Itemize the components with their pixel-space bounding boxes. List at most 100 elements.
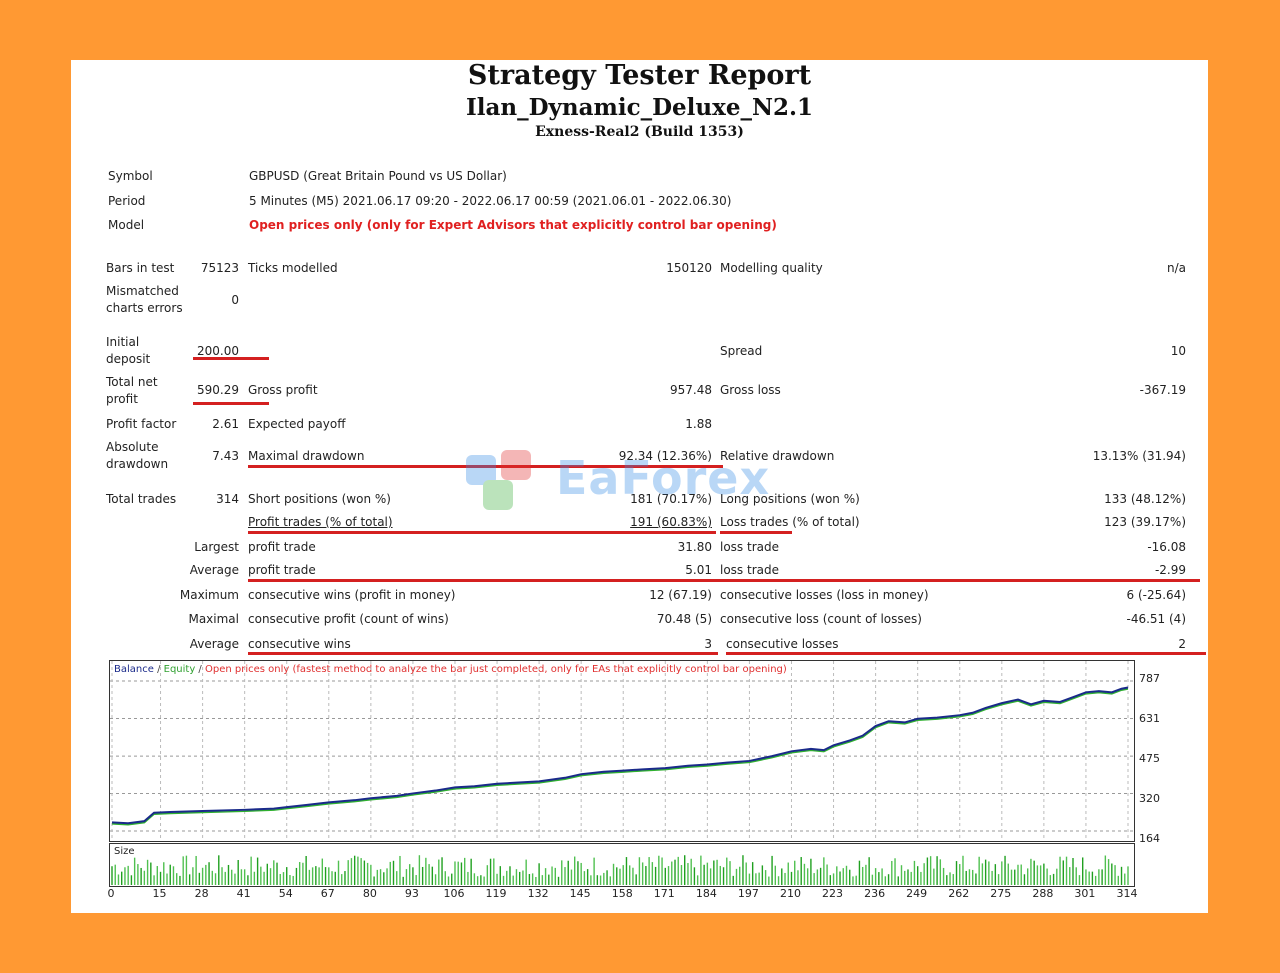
mismatch-label-1: Mismatched <box>106 284 179 298</box>
long-label: Long positions (won %) <box>720 492 860 506</box>
avg-wins-underline <box>248 652 718 655</box>
absdd-label-1: Absolute <box>106 440 159 454</box>
x-tick-label: 223 <box>822 887 844 900</box>
avg-wins-label: consecutive wins <box>248 637 351 651</box>
loss-trades-value: 123 (39.17%) <box>1104 515 1186 529</box>
quality-label: Modelling quality <box>720 261 823 275</box>
x-tick-label: 210 <box>779 887 801 900</box>
spread-value: 10 <box>1170 344 1186 358</box>
chart-plot <box>110 661 1134 841</box>
x-tick-label: 249 <box>906 887 928 900</box>
x-tick-label: 119 <box>485 887 507 900</box>
avg-loss-value: -2.99 <box>1154 563 1186 577</box>
grossloss-value: -367.19 <box>1139 383 1186 397</box>
netprofit-label-2: profit <box>106 392 138 406</box>
reldd-label: Relative drawdown <box>720 449 835 463</box>
x-tick-label: 262 <box>948 887 970 900</box>
legend-note: Open prices only (fastest method to anal… <box>204 664 787 675</box>
absdd-value: 7.43 <box>212 449 239 463</box>
netprofit-label-1: Total net <box>106 375 158 389</box>
quality-value: n/a <box>1166 261 1186 275</box>
avg-loss-label: loss trade <box>720 563 779 577</box>
pf-value: 2.61 <box>212 417 239 431</box>
x-tick-label: 301 <box>1074 887 1096 900</box>
largest-loss-label: loss trade <box>720 540 779 554</box>
x-tick-label: 132 <box>527 887 549 900</box>
long-value: 133 (48.12%) <box>1104 492 1186 506</box>
average2-label: Average <box>189 637 239 651</box>
max-wins-value: 12 (67.19) <box>649 588 712 602</box>
avg-losses-label: consecutive losses <box>726 637 839 651</box>
maximal-profit-value: 70.48 (5) <box>656 612 712 626</box>
loss-trades-label: Loss trades (% of total) <box>720 515 860 529</box>
deposit-value: 200.00 <box>197 344 239 358</box>
avg-losses-value: 2 <box>1178 637 1186 651</box>
y-tick-787: 787 <box>1139 672 1160 685</box>
profit-trades-label: Profit trades (% of total) <box>248 515 393 529</box>
x-tick-label: 275 <box>990 887 1012 900</box>
grossprofit-value: 957.48 <box>670 383 712 397</box>
balance-chart: Balance / Equity / Open prices only (fas… <box>109 660 1135 842</box>
netprofit-underline <box>193 402 269 405</box>
avg-wins-value: 3 <box>704 637 712 651</box>
x-tick-label: 93 <box>404 887 419 900</box>
payoff-value: 1.88 <box>685 417 712 431</box>
x-tick-label: 28 <box>194 887 209 900</box>
average-label: Average <box>189 563 239 577</box>
deposit-label-1: Initial <box>106 335 140 349</box>
model-value: Open prices only (only for Expert Adviso… <box>249 218 777 232</box>
avg-profit-value: 5.01 <box>685 563 712 577</box>
max-losses-value: 6 (-25.64) <box>1126 588 1187 602</box>
x-tick-label: 15 <box>152 887 167 900</box>
bars-value: 75123 <box>200 261 239 275</box>
x-tick-label: 80 <box>362 887 377 900</box>
eaforex-logo-icon <box>466 450 531 510</box>
y-tick-320: 320 <box>1139 792 1160 805</box>
average-underline <box>248 579 1200 582</box>
x-tick-label: 145 <box>569 887 591 900</box>
profit-trades-underline <box>248 531 716 534</box>
trades-label: Total trades <box>106 492 177 506</box>
x-tick-label: 288 <box>1032 887 1054 900</box>
largest-profit-label: profit trade <box>248 540 316 554</box>
spread-label: Spread <box>720 344 763 358</box>
server-build: Exness-Real2 (Build 1353) <box>535 124 744 140</box>
maximal-profit-label: consecutive profit (count of wins) <box>248 612 449 626</box>
x-tick-label: 197 <box>737 887 759 900</box>
trades-value: 314 <box>216 492 239 506</box>
bars-label: Bars in test <box>106 261 175 275</box>
legend-balance: Balance <box>114 664 154 675</box>
legend-sep-1: / <box>153 664 164 675</box>
avg-losses-underline <box>726 652 1206 655</box>
model-label: Model <box>108 218 145 232</box>
x-tick-label: 184 <box>695 887 717 900</box>
max-losses-label: consecutive losses (loss in money) <box>720 588 929 602</box>
size-histogram: Size <box>109 843 1135 887</box>
symbol-label: Symbol <box>108 169 153 183</box>
x-tick-label: 314 <box>1116 887 1138 900</box>
y-tick-475: 475 <box>1139 752 1160 765</box>
maximum-label: Maximum <box>179 588 239 602</box>
symbol-value: GBPUSD (Great Britain Pound vs US Dollar… <box>249 169 507 183</box>
ticks-value: 150120 <box>666 261 712 275</box>
maxdd-value: 92.34 (12.36%) <box>618 449 712 463</box>
ticks-label: Ticks modelled <box>248 261 338 275</box>
x-tick-label: 171 <box>653 887 675 900</box>
maximal-label: Maximal <box>188 612 239 626</box>
payoff-label: Expected payoff <box>248 417 346 431</box>
x-tick-label: 41 <box>236 887 251 900</box>
deposit-label-2: deposit <box>106 352 151 366</box>
pf-label: Profit factor <box>106 417 177 431</box>
legend-sep-2: / <box>195 664 205 675</box>
report-page: Strategy Tester Report Ilan_Dynamic_Delu… <box>71 60 1208 913</box>
mismatch-value: 0 <box>231 293 239 307</box>
report-title: Strategy Tester Report <box>467 60 812 91</box>
ea-name: Ilan_Dynamic_Deluxe_N2.1 <box>465 94 814 121</box>
largest-label: Largest <box>194 540 239 554</box>
x-tick-label: 236 <box>864 887 886 900</box>
short-label: Short positions (won %) <box>248 492 391 506</box>
maxdd-label: Maximal drawdown <box>248 449 365 463</box>
largest-loss-value: -16.08 <box>1147 540 1186 554</box>
x-tick-label: 0 <box>107 887 115 900</box>
profit-trades-value: 191 (60.83%) <box>630 515 712 529</box>
